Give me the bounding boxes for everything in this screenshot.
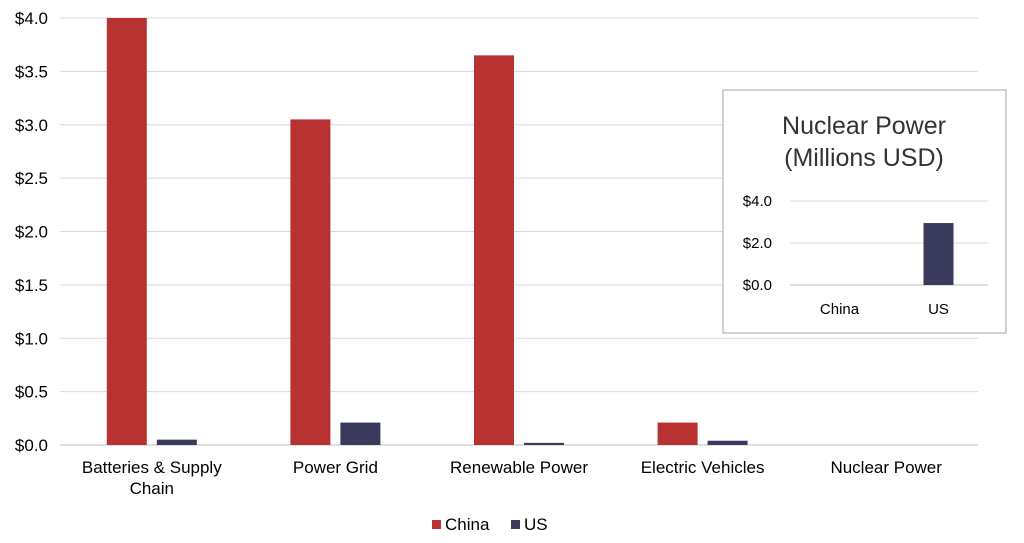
- y-tick-label: $2.5: [15, 169, 48, 188]
- inset-title: Nuclear Power: [782, 112, 946, 140]
- bar-us: [340, 422, 381, 445]
- main-gridlines: [60, 17, 978, 446]
- main-bars: [106, 18, 748, 446]
- main-category-labels: Batteries & Supply Chain Power Grid Renewab…: [82, 458, 942, 498]
- category-label: Nuclear Power: [830, 458, 942, 477]
- y-tick-label: $1.5: [15, 276, 48, 295]
- category-label: Chain: [130, 479, 174, 498]
- category-label: Batteries & Supply: [82, 458, 222, 477]
- y-tick-label: $3.0: [15, 116, 48, 135]
- bar-us: [707, 440, 748, 445]
- bar-china: [290, 119, 331, 445]
- inset-title: (Millions USD): [784, 144, 944, 172]
- y-tick-label: $2.0: [15, 223, 48, 242]
- legend-swatch-us: [511, 520, 520, 529]
- inset-chart: Nuclear Power (Millions USD) $0.0 $2.0 $4.0 C…: [722, 89, 1007, 334]
- category-label: Electric Vehicles: [641, 458, 765, 477]
- legend: China US: [432, 515, 548, 534]
- bar-china: [657, 422, 698, 445]
- y-tick-label: $0.5: [15, 383, 48, 402]
- main-y-tick-labels: $0.0 $0.5 $1.0 $1.5 $2.0 $2.5 $3.0 $3.5 $4.0: [15, 9, 48, 455]
- inset-y-tick-label: $0.0: [743, 277, 772, 294]
- legend-swatch-china: [432, 520, 441, 529]
- bar-china: [474, 55, 514, 446]
- inset-category-label: China: [820, 301, 860, 318]
- category-label: Renewable Power: [450, 458, 588, 477]
- y-tick-label: $4.0: [15, 9, 48, 28]
- category-label: Power Grid: [293, 458, 378, 477]
- legend-label-us: US: [524, 515, 548, 534]
- inset-y-tick-label: $2.0: [743, 235, 772, 252]
- legend-label-china: China: [445, 515, 490, 534]
- bar-china: [106, 18, 147, 445]
- inset-bar-us: [923, 223, 954, 285]
- y-tick-label: $1.0: [15, 329, 48, 348]
- inset-category-label: US: [928, 301, 949, 318]
- bar-us: [156, 439, 197, 445]
- bar-us: [524, 442, 564, 445]
- inset-y-tick-label: $4.0: [743, 193, 772, 210]
- y-tick-label: $3.5: [15, 62, 48, 81]
- y-tick-label: $0.0: [15, 436, 48, 455]
- inset-frame: [722, 89, 1007, 334]
